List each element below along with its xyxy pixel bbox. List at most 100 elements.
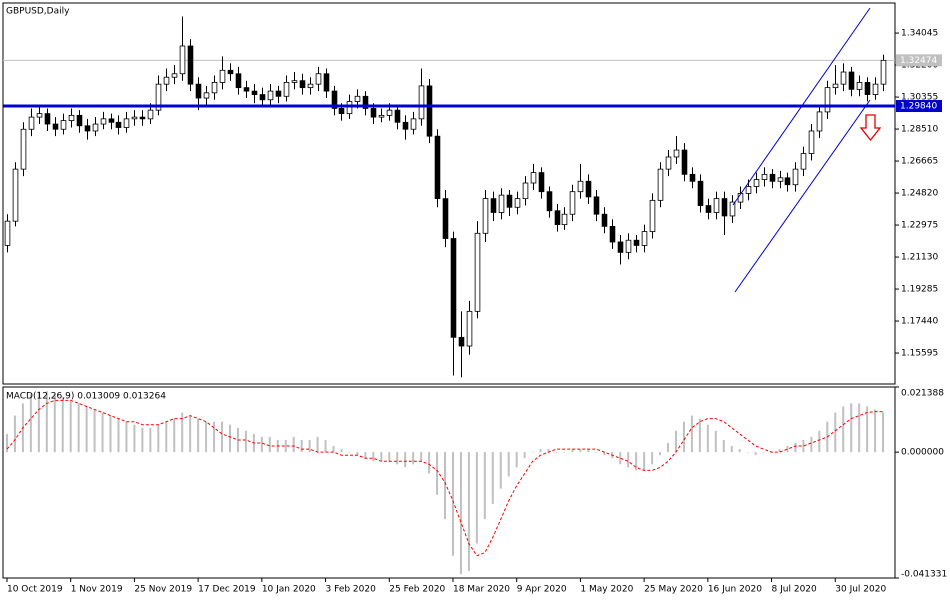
macd-bar (85, 406, 88, 453)
macd-bar (834, 412, 837, 453)
macd-bar (786, 446, 789, 453)
macd-bar (475, 452, 478, 544)
candle-body (4, 220, 11, 246)
macd-bar (563, 452, 566, 453)
macd-bar (762, 452, 765, 453)
macd-bar (388, 452, 391, 462)
candle-body (585, 180, 592, 198)
macd-bar (547, 449, 550, 453)
candle-body (283, 82, 290, 97)
candle-body (315, 73, 322, 85)
macd-bar (603, 452, 606, 456)
candle-body (155, 83, 162, 111)
candle-body (28, 116, 35, 130)
x-tick-label: 10 Oct 2019 (7, 585, 63, 595)
candle-body (20, 128, 27, 170)
candle-body (346, 101, 353, 115)
candle-body (665, 156, 672, 170)
candle-body (171, 73, 178, 78)
macd-bar (579, 449, 582, 453)
macd-bar (101, 412, 104, 453)
y-tick-label: 0.021388 (901, 389, 944, 399)
macd-bar (13, 415, 16, 453)
candle-body (131, 116, 138, 120)
candle-body (872, 83, 879, 95)
candle-body (474, 232, 481, 312)
macd-bar (467, 452, 470, 571)
candle-body (370, 108, 377, 118)
candle-body (800, 153, 807, 170)
macd-bar (5, 433, 8, 453)
candle-body (235, 73, 242, 89)
macd-bar (539, 449, 542, 453)
candle-body (139, 116, 146, 120)
x-tick-label: 1 May 2020 (580, 585, 633, 595)
candle-body (514, 198, 521, 208)
candle-body (864, 82, 871, 95)
macd-bar (706, 424, 709, 453)
candle-body (816, 111, 823, 132)
macd-bar (531, 452, 534, 453)
candle-body (84, 125, 91, 132)
candle-body (331, 90, 338, 109)
candle-body (625, 239, 632, 253)
candle-body (12, 168, 19, 222)
macd-bar (491, 452, 494, 504)
x-tick-label: 9 Apr 2020 (517, 585, 567, 595)
macd-bar (348, 452, 351, 453)
macd-bar (316, 436, 319, 453)
candle-body (100, 118, 107, 125)
candle-body (466, 310, 473, 347)
candle-body (769, 173, 776, 182)
candle-body (609, 225, 616, 243)
candle-body (490, 198, 497, 213)
candle-body (561, 213, 568, 226)
macd-bar (77, 403, 80, 453)
y-tick-label: 1.15595 (901, 349, 938, 359)
channel-lower (734, 99, 871, 293)
candle-body (745, 186, 752, 194)
macd-bar (858, 403, 861, 453)
candle-body (291, 80, 298, 83)
macd-bar (882, 412, 885, 453)
candle-body (299, 80, 306, 89)
candle-body (60, 120, 67, 130)
candle-body (76, 114, 83, 127)
x-tick-label: 25 May 2020 (644, 585, 703, 595)
candle-body (195, 83, 202, 99)
candle-body (569, 191, 576, 215)
macd-bar (746, 452, 749, 453)
macd-bar (197, 418, 200, 453)
candle-body (394, 109, 401, 123)
candle-body (729, 201, 736, 217)
candle-body (323, 73, 330, 92)
x-tick-label: 1 Nov 2019 (71, 585, 123, 595)
candle-body (251, 90, 258, 95)
macd-bar (133, 424, 136, 453)
candle-body (482, 198, 489, 234)
level-label: 1.29840 (900, 102, 937, 112)
candle-body (554, 210, 561, 226)
y-tick-label: 1.34045 (901, 29, 938, 39)
candle-body (705, 205, 712, 213)
macd-bar (364, 452, 367, 459)
y-tick-label: 1.17440 (901, 317, 938, 327)
candle-body (848, 71, 855, 90)
candle-body (147, 109, 154, 120)
macd-bar (730, 446, 733, 453)
candle-body (601, 213, 608, 227)
macd-bar (356, 452, 359, 456)
x-tick-label: 16 Jun 2020 (708, 585, 762, 595)
macd-bar (117, 418, 120, 453)
candle-body (434, 135, 441, 200)
candle-body (657, 168, 664, 201)
candle-body (840, 71, 847, 85)
candle-body (115, 121, 122, 128)
macd-bar (396, 452, 399, 465)
candle-body (689, 173, 696, 182)
macd-bar (244, 430, 247, 453)
candle-body (418, 85, 425, 120)
macd-bar (794, 442, 797, 453)
macd-bar (499, 452, 502, 489)
